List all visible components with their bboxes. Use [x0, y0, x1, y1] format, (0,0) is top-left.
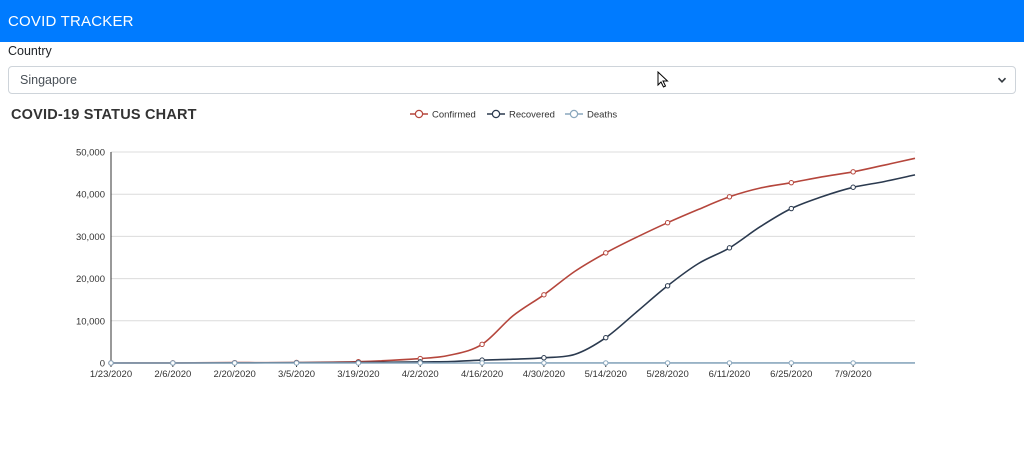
country-select-value: Singapore	[20, 73, 77, 87]
data-point-deaths	[355, 360, 362, 366]
data-point-deaths	[417, 360, 423, 366]
data-point-deaths	[231, 360, 238, 366]
data-point-recovered	[603, 334, 609, 341]
x-tick-label: 7/9/2020	[835, 369, 872, 380]
y-tick-label: 10,000	[76, 316, 105, 327]
x-tick-label: 3/19/2020	[337, 369, 379, 380]
legend-label-confirmed: Confirmed	[432, 109, 476, 120]
y-tick-label: 20,000	[76, 274, 105, 285]
y-tick-label: 50,000	[76, 148, 105, 159]
x-tick-label: 2/6/2020	[154, 369, 191, 380]
data-point-recovered	[788, 205, 795, 212]
data-point-confirmed	[603, 250, 609, 256]
x-tick-label: 1/23/2020	[90, 369, 132, 380]
x-tick-label: 4/2/2020	[402, 369, 439, 380]
data-point-confirmed	[726, 194, 733, 200]
data-point-confirmed	[541, 292, 547, 298]
series-line-recovered	[110, 174, 916, 364]
data-point-recovered	[850, 184, 856, 190]
data-point-deaths	[479, 360, 485, 366]
x-tick-label: 5/14/2020	[585, 369, 627, 380]
data-point-deaths	[170, 360, 176, 366]
data-point-deaths	[788, 360, 795, 366]
data-point-deaths	[850, 360, 856, 366]
data-point-confirmed	[664, 219, 671, 226]
mouse-cursor-icon	[657, 71, 669, 88]
chart-title: COVID-19 STATUS CHART	[11, 107, 197, 123]
x-tick-label: 4/30/2020	[523, 369, 565, 380]
data-point-confirmed	[850, 169, 856, 175]
app-title[interactable]: COVID TRACKER	[8, 12, 134, 30]
data-point-deaths	[726, 360, 733, 366]
country-label: Country	[8, 44, 52, 58]
country-select[interactable]: Singapore	[8, 66, 1016, 94]
status-chart: 0 10,000 20,000 30,000 40,000 50,000 1/23/2020…	[76, 109, 916, 380]
x-tick-label: 5/28/2020	[646, 369, 688, 380]
data-point-confirmed	[479, 341, 485, 348]
legend-swatch-marker	[569, 109, 579, 119]
data-point-deaths	[108, 360, 114, 366]
y-tick-label: 40,000	[76, 190, 105, 201]
x-tick-label: 6/11/2020	[709, 369, 751, 380]
data-point-confirmed	[788, 179, 795, 186]
data-point-recovered	[664, 283, 671, 289]
chevron-down-icon	[997, 77, 1007, 83]
legend-label-deaths: Deaths	[587, 109, 617, 120]
data-point-deaths	[603, 360, 609, 366]
x-tick-label: 2/20/2020	[214, 369, 256, 380]
data-point-deaths	[541, 360, 547, 366]
data-point-deaths	[293, 360, 300, 366]
y-tick-label: 0	[100, 359, 105, 370]
y-tick-label: 30,000	[76, 232, 105, 243]
data-point-recovered	[726, 245, 733, 251]
series-line-confirmed	[110, 157, 916, 364]
x-tick-label: 6/25/2020	[770, 369, 812, 380]
navbar: COVID TRACKER	[0, 0, 1024, 42]
legend-swatch-marker	[491, 109, 501, 119]
x-tick-label: 4/16/2020	[461, 369, 503, 380]
legend-label-recovered: Recovered	[509, 109, 555, 120]
data-point-recovered	[541, 355, 547, 361]
x-tick-label: 3/5/2020	[278, 369, 315, 380]
data-point-deaths	[664, 360, 671, 366]
legend-swatch-marker	[414, 109, 424, 119]
